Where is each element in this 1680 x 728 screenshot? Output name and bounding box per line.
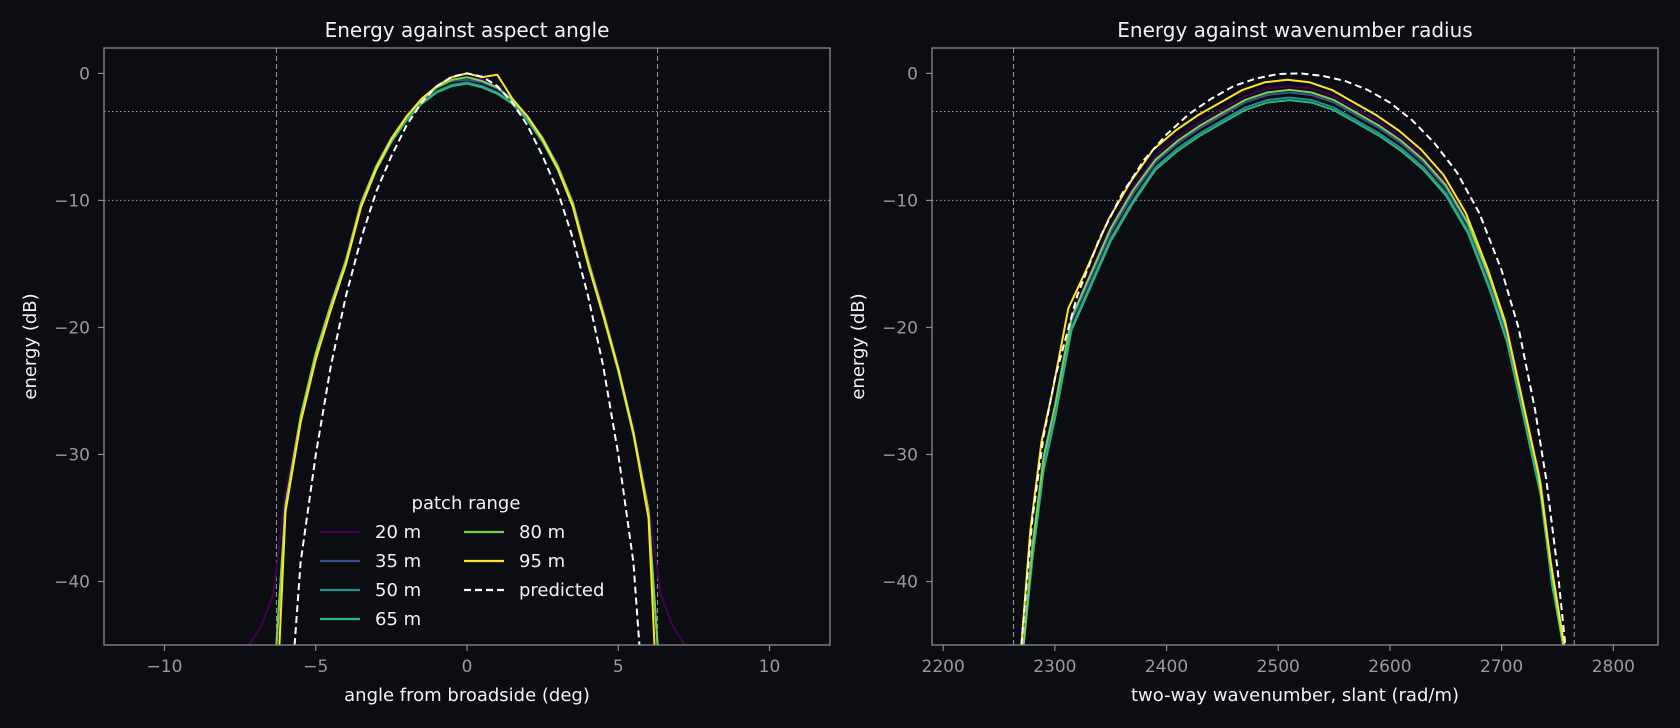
x-tick-label: 10 [759, 657, 781, 677]
legend-label: 50 m [375, 580, 421, 601]
x-tick-label: 2700 [1480, 657, 1523, 677]
x-tick-label: 2200 [922, 657, 965, 677]
series-line-predicted [1020, 72, 1567, 645]
legend-title: patch range [412, 493, 521, 514]
series-group [248, 72, 686, 645]
plot-frame [931, 47, 1659, 646]
y-tick-label: −30 [54, 445, 90, 465]
series-line-95-m [1020, 78, 1566, 645]
legend: patch range 20 m 35 m 50 m 65 m 80 m 95 m predi… [320, 493, 604, 630]
y-tick-label: 0 [79, 64, 90, 84]
y-tick-label: −40 [882, 572, 918, 592]
legend-label: 35 m [375, 551, 421, 572]
plot-area [932, 48, 1658, 645]
x-tick-label: 2600 [1368, 657, 1411, 677]
x-tick-label: 2300 [1033, 657, 1076, 677]
y-tick-label: −10 [882, 191, 918, 211]
chart-title: Energy against aspect angle [325, 18, 610, 42]
chart-title: Energy against wavenumber radius [1117, 18, 1472, 42]
y-tick-label: 0 [907, 64, 918, 84]
legend-label: 80 m [519, 522, 565, 543]
series-line-predicted [293, 72, 641, 645]
x-tick-label: −10 [147, 657, 183, 677]
legend-label: predicted [519, 580, 604, 601]
legend-label: 95 m [519, 551, 565, 572]
series-line-80-m [1022, 88, 1565, 645]
y-tick-label: −20 [882, 318, 918, 338]
series-line-65-m [1022, 99, 1565, 645]
x-tick-label: 2800 [1592, 657, 1635, 677]
y-axis-label: energy (dB) [848, 293, 869, 399]
y-tick-label: −20 [54, 318, 90, 338]
y-axis-label: energy (dB) [20, 293, 41, 399]
x-tick-label: 2400 [1145, 657, 1188, 677]
x-axis-label: two-way wavenumber, slant (rad/m) [1131, 685, 1459, 706]
series-group [1020, 72, 1567, 645]
x-axis-label: angle from broadside (deg) [344, 685, 590, 706]
legend-label: 65 m [375, 609, 421, 630]
legend-label: 20 m [375, 522, 421, 543]
x-tick-label: 2500 [1257, 657, 1300, 677]
panel-2: 2200 2300 2400 2500 2600 2700 2800 0 −10 −20 −30 −4… [848, 18, 1659, 706]
x-tick-label: −5 [303, 657, 328, 677]
x-tick-label: 0 [462, 657, 473, 677]
x-tick-label: 5 [613, 657, 624, 677]
panel-1: −10 −5 0 5 10 0 −10 −20 −30 −40 Energy against asp… [20, 18, 831, 706]
y-tick-label: −10 [54, 191, 90, 211]
plot-area [104, 48, 830, 645]
y-tick-label: −40 [54, 572, 90, 592]
y-tick-label: −30 [882, 445, 918, 465]
